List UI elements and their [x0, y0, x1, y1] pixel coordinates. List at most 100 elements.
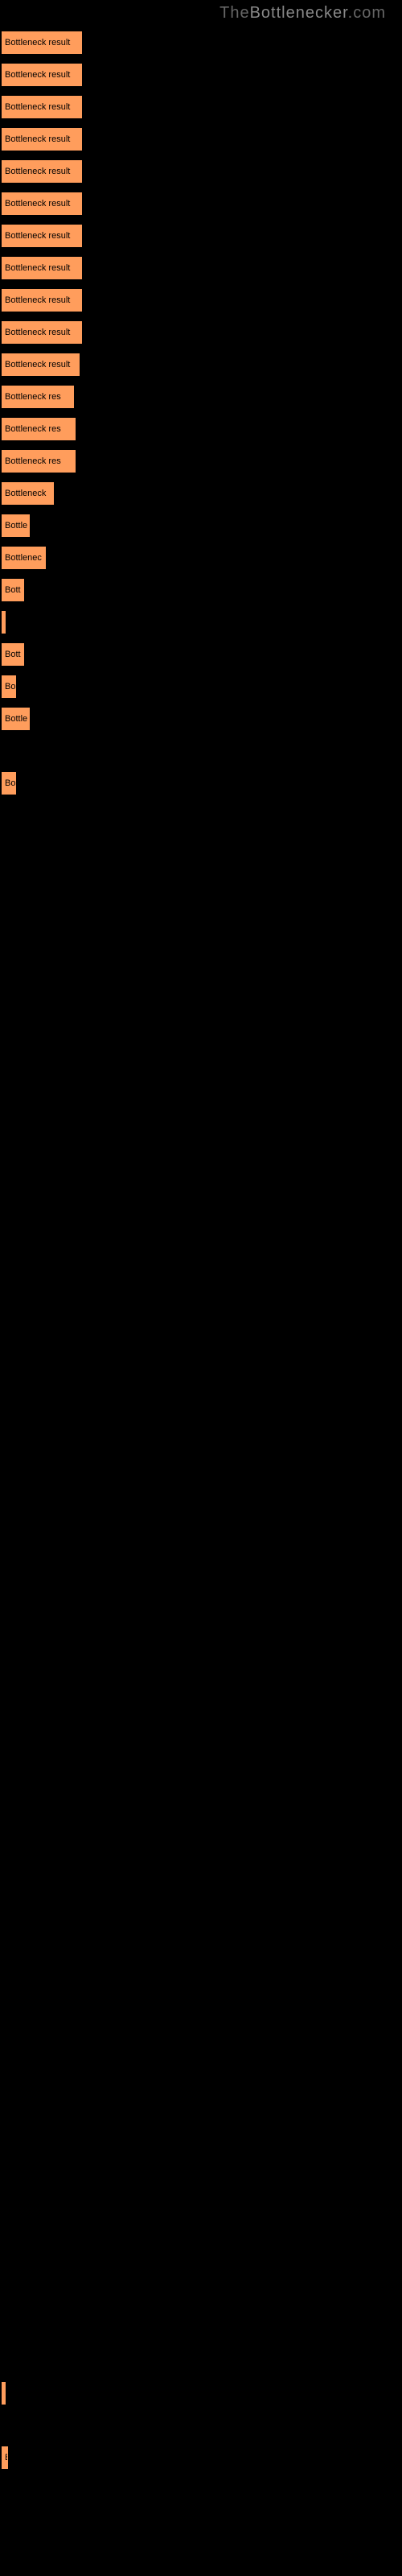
bar-row: [2, 1898, 402, 1922]
bar-row: [2, 1415, 402, 1439]
header-bottlenecker: Bottlenecker: [250, 4, 348, 22]
bar-row: [2, 803, 402, 828]
chart-bar: Bottleneck result: [2, 192, 82, 215]
bar-row: [2, 1383, 402, 1407]
bar-row: [2, 1963, 402, 1987]
bar-row: [2, 1480, 402, 1504]
chart-bar: [2, 611, 6, 634]
bar-row: [2, 1512, 402, 1536]
bar-row: [2, 2349, 402, 2373]
chart-bar: Bottleneck: [2, 482, 54, 505]
bar-row: [2, 2188, 402, 2212]
chart-bar: Bottleneck res: [2, 450, 76, 473]
bar-row: [2, 1930, 402, 1955]
chart-bar: Bottleneck result: [2, 289, 82, 312]
bar-row: [2, 610, 402, 634]
bar-row: Bott: [2, 578, 402, 602]
bar-row: [2, 1061, 402, 1085]
bar-row: Bottleneck res: [2, 449, 402, 473]
bar-row: [2, 2156, 402, 2180]
bar-row: Bottleneck result: [2, 192, 402, 216]
bar-row: [2, 1608, 402, 1633]
bar-row: [2, 2091, 402, 2116]
bar-row: [2, 1995, 402, 2019]
bar-row: Bottleneck result: [2, 159, 402, 184]
chart-bar: Bottle: [2, 514, 30, 537]
bar-row: [2, 900, 402, 924]
page-header: TheBottlenecker.com: [0, 0, 402, 31]
chart-bar: Bottleneck result: [2, 128, 82, 151]
bar-row: Bo: [2, 771, 402, 795]
bar-row: [2, 1802, 402, 1826]
bar-row: Bottleneck result: [2, 127, 402, 151]
bar-row: [2, 836, 402, 860]
bar-row: Bottleneck result: [2, 353, 402, 377]
bar-row: Bottleneck: [2, 481, 402, 506]
chart-bar: Bottleneck result: [2, 353, 80, 376]
bar-row: [2, 1029, 402, 1053]
bar-row: [2, 1222, 402, 1246]
bar-row: Bottleneck result: [2, 63, 402, 87]
bar-row: [2, 1673, 402, 1697]
bar-row: [2, 1705, 402, 1729]
bar-row: [2, 1286, 402, 1311]
bar-row: [2, 1769, 402, 1794]
chart-bar: Bottleneck res: [2, 386, 74, 408]
bar-row: Bottleneck result: [2, 31, 402, 55]
bar-row: [2, 1190, 402, 1214]
bar-row: [2, 1319, 402, 1343]
chart-bar: Bottleneck result: [2, 64, 82, 86]
bar-row: Bottleneck result: [2, 95, 402, 119]
bar-row: [2, 2317, 402, 2341]
bar-row: [2, 1641, 402, 1665]
bar-row: [2, 1158, 402, 1182]
chart-bar: Bottlenec: [2, 547, 46, 569]
bar-row: Bottleneck result: [2, 224, 402, 248]
chart-bar: Bo: [2, 675, 16, 698]
bar-row: [2, 2285, 402, 2309]
header-the: The: [219, 4, 249, 22]
bar-row: [2, 1254, 402, 1278]
bar-row: [2, 739, 402, 763]
chart-bar: Bottle: [2, 708, 30, 730]
bar-row: Bottleneck result: [2, 288, 402, 312]
chart-bar: Bott: [2, 643, 24, 666]
bar-row: [2, 1125, 402, 1150]
bar-row: [2, 1447, 402, 1472]
bar-row: [2, 964, 402, 989]
bar-row: [2, 2252, 402, 2277]
bar-row: [2, 2220, 402, 2244]
bar-chart: Bottleneck result Bottleneck result Bottle…: [0, 31, 402, 2470]
bar-row: [2, 1834, 402, 1858]
chart-bar: Bottleneck result: [2, 96, 82, 118]
chart-bar: B: [2, 2446, 8, 2469]
bar-row: Bott: [2, 642, 402, 667]
bar-row: Bottleneck result: [2, 256, 402, 280]
chart-bar: [2, 2382, 6, 2405]
bar-row: [2, 1544, 402, 1568]
bar-row: [2, 868, 402, 892]
chart-bar: Bottleneck result: [2, 160, 82, 183]
bar-row: Bottlenec: [2, 546, 402, 570]
chart-bar: Bottleneck result: [2, 321, 82, 344]
bar-row: [2, 1093, 402, 1117]
bar-row: [2, 2413, 402, 2438]
bar-row: [2, 1351, 402, 1375]
bar-row: [2, 932, 402, 956]
bar-row: Bo: [2, 675, 402, 699]
bar-row: [2, 2381, 402, 2405]
chart-bar: Bo: [2, 772, 16, 795]
bar-row: Bottleneck result: [2, 320, 402, 345]
bar-row: Bottle: [2, 707, 402, 731]
bar-row: [2, 997, 402, 1021]
bar-row: [2, 1576, 402, 1600]
bar-row: [2, 1866, 402, 1890]
bar-row: Bottleneck res: [2, 385, 402, 409]
chart-bar: Bottleneck result: [2, 257, 82, 279]
bar-row: Bottle: [2, 514, 402, 538]
bar-row: [2, 2027, 402, 2051]
header-com: .com: [348, 4, 386, 22]
chart-bar: Bottleneck result: [2, 225, 82, 247]
bar-row: [2, 1737, 402, 1761]
bar-row: [2, 2059, 402, 2083]
